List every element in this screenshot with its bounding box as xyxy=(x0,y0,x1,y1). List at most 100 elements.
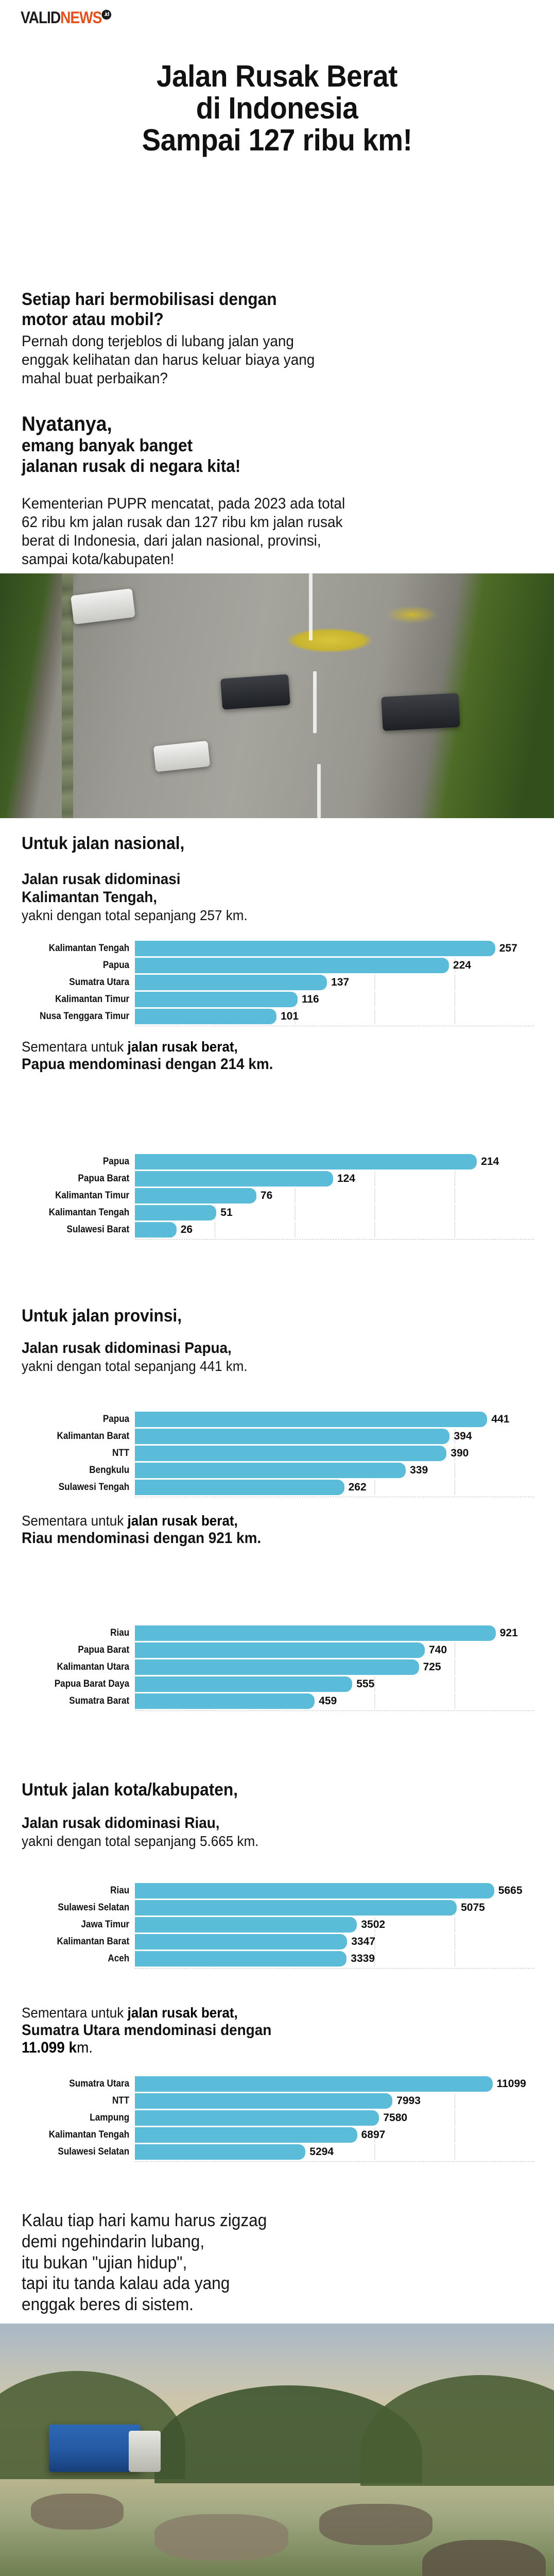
chart-track: 26 xyxy=(135,1222,534,1238)
section-kota-berat-text: Sementara untuk jalan rusak berat, Sumat… xyxy=(22,2004,536,2057)
chart-bar xyxy=(135,2127,357,2143)
chart-bar xyxy=(135,1625,496,1641)
closing-line-4: tapi itu tanda kalau ada yang xyxy=(22,2274,230,2294)
blue-truck xyxy=(49,2425,141,2472)
fact-heading-line-3: jalanan rusak di negara kita! xyxy=(22,456,241,476)
chart-value-label: 262 xyxy=(348,1481,367,1493)
fact-heading-line-1: Nyatanya, xyxy=(22,413,112,435)
berat-kota-line-3: 11.099 km. xyxy=(22,2039,500,2057)
chart-category-label: Sulawesi Barat xyxy=(66,1224,130,1235)
chart-nasional-jalan-rusak: Kalimantan Tengah 257 Papua 224 Sumatra Utar… xyxy=(22,941,534,1026)
chart-bar xyxy=(135,1205,217,1221)
chart-category-label: Kalimantan Barat xyxy=(57,1431,130,1442)
chart-category-label: Bengkulu xyxy=(89,1465,130,1476)
sub-kota: yakni dengan total sepanjang 5.665 km. xyxy=(22,1833,259,1849)
chart-value-label: 3502 xyxy=(361,1919,386,1930)
chart-bar xyxy=(135,1900,457,1916)
fact-body-line-4: sampai kota/kabupaten! xyxy=(22,551,175,568)
chart-row: Kalimantan Timur 76 xyxy=(22,1188,534,1204)
chart-value-label: 257 xyxy=(499,942,517,954)
chart-bar xyxy=(135,958,449,973)
chart-track: 7993 xyxy=(135,2093,534,2109)
chart-category-label: Kalimantan Tengah xyxy=(48,943,130,954)
chart-value-label: 459 xyxy=(319,1695,337,1707)
chart-row: Kalimantan Tengah 6897 xyxy=(22,2127,534,2143)
chart-category-label: Papua xyxy=(102,1414,130,1425)
chart-baseline xyxy=(135,1239,534,1240)
chart-category-label: Kalimantan Timur xyxy=(55,994,130,1005)
chart-bar xyxy=(135,1934,348,1950)
berat-kota-bold: jalan rusak berat, xyxy=(127,2005,238,2021)
chart-bar xyxy=(135,1154,477,1170)
chart-gridlines xyxy=(135,1222,534,1238)
chart-row: Papua Barat 124 xyxy=(22,1171,534,1187)
chart-track: 339 xyxy=(135,1463,534,1478)
chart-baseline xyxy=(135,1710,534,1711)
chart-category-label: Papua xyxy=(102,960,130,971)
photo-road-potholes xyxy=(0,573,554,818)
kicker-provinsi: Untuk jalan provinsi, xyxy=(22,1306,182,1326)
chart-category-label: Kalimantan Tengah xyxy=(48,2129,130,2140)
chart-category-label: Lampung xyxy=(90,2112,130,2123)
chart-kota-jalan-rusak-berat: Sumatra Utara 11099 NTT 7993 Lampung 7580 Kali… xyxy=(22,2076,534,2162)
chart-row: Sulawesi Tengah 262 xyxy=(22,1480,534,1495)
chart-row: Papua Barat Daya 555 xyxy=(22,1676,534,1692)
chart-value-label: 390 xyxy=(451,1447,469,1459)
chart-bar xyxy=(135,992,298,1007)
chart-track: 137 xyxy=(135,975,534,990)
chart-row: Jawa Timur 3502 xyxy=(22,1917,534,1933)
chart-category-label: Riau xyxy=(110,1885,130,1896)
chart-row: Kalimantan Timur 116 xyxy=(22,992,534,1007)
chart-value-label: 116 xyxy=(301,993,319,1005)
chart-row: Kalimantan Utara 725 xyxy=(22,1659,534,1675)
section-kota-kicker: Untuk jalan kota/kabupaten, xyxy=(22,1780,536,1800)
berat-kota-line-1: Sementara untuk jalan rusak berat, xyxy=(22,2004,500,2022)
chart-category-label: NTT xyxy=(112,2095,130,2106)
chart-baseline xyxy=(135,2161,534,2162)
section-provinsi-lead: Jalan rusak didominasi Papua, yakni deng… xyxy=(22,1340,536,1375)
chart-row: NTT 390 xyxy=(22,1446,534,1461)
chart-category-label: Papua Barat xyxy=(78,1645,130,1655)
chart-bar xyxy=(135,2144,306,2160)
berat-nasional-line-1: Sementara untuk jalan rusak berat, xyxy=(22,1038,500,1056)
chart-track: 441 xyxy=(135,1412,534,1427)
chart-value-label: 921 xyxy=(499,1627,518,1639)
chart-track: 390 xyxy=(135,1446,534,1461)
page-title: Jalan Rusak Berat di Indonesia Sampai 12… xyxy=(0,60,554,157)
chart-value-label: 394 xyxy=(454,1430,472,1442)
chart-nasional-jalan-rusak-berat: Papua 214 Papua Barat 124 Kalimantan Timur 76… xyxy=(22,1154,534,1240)
berat-provinsi-bold: jalan rusak berat, xyxy=(127,1513,238,1529)
chart-row: Papua 214 xyxy=(22,1154,534,1170)
chart-provinsi-jalan-rusak-berat: Riau 921 Papua Barat 740 Kalimantan Utara 725… xyxy=(22,1625,534,1711)
chart-bar xyxy=(135,1463,406,1478)
chart-value-label: 339 xyxy=(410,1464,428,1476)
closing-line-5: enggak beres di sistem. xyxy=(22,2295,194,2315)
chart-track: 725 xyxy=(135,1659,534,1675)
section-nasional-berat-text: Sementara untuk jalan rusak berat, Papua… xyxy=(22,1038,536,1073)
chart-category-label: Papua Barat xyxy=(78,1173,130,1184)
lead-kota-line-1: Jalan rusak didominasi Riau, xyxy=(22,1815,220,1832)
intro-question-line-1: Setiap hari bermobilisasi dengan xyxy=(22,290,277,309)
chart-category-label: Riau xyxy=(110,1628,130,1638)
logo-valid-text: VALID xyxy=(21,8,61,27)
fact-heading: Nyatanya, emang banyak banget jalanan ru… xyxy=(22,412,536,477)
photo-broken-bridge xyxy=(0,2324,554,2576)
chart-bar xyxy=(135,2076,493,2092)
title-line-3: Sampai 127 ribu km! xyxy=(142,123,412,157)
chart-row: Sumatra Barat 459 xyxy=(22,1693,534,1709)
validnews-logo[interactable]: VALIDNEWS .id xyxy=(21,9,123,27)
lead-nasional-line-1: Jalan rusak didominasi xyxy=(22,871,181,888)
chart-track: 7580 xyxy=(135,2110,534,2126)
chart-category-label: Kalimantan Utara xyxy=(57,1662,130,1672)
chart-track: 124 xyxy=(135,1171,534,1187)
intro-body-line-1: Pernah dong terjeblos di lubang jalan ya… xyxy=(22,332,294,350)
chart-category-label: Sulawesi Selatan xyxy=(58,2146,130,2157)
chart-kota-jalan-rusak: Riau 5665 Sulawesi Selatan 5075 Jawa Timur 35… xyxy=(22,1883,534,1969)
chart-track: 116 xyxy=(135,992,534,1007)
chart-track: 6897 xyxy=(135,2127,534,2143)
chart-row: Lampung 7580 xyxy=(22,2110,534,2126)
berat-provinsi-light: Sementara untuk xyxy=(22,1513,128,1529)
chart-value-label: 3347 xyxy=(351,1936,375,1947)
chart-bar xyxy=(135,1009,276,1024)
berat-kota-light: Sementara untuk xyxy=(22,2005,128,2021)
